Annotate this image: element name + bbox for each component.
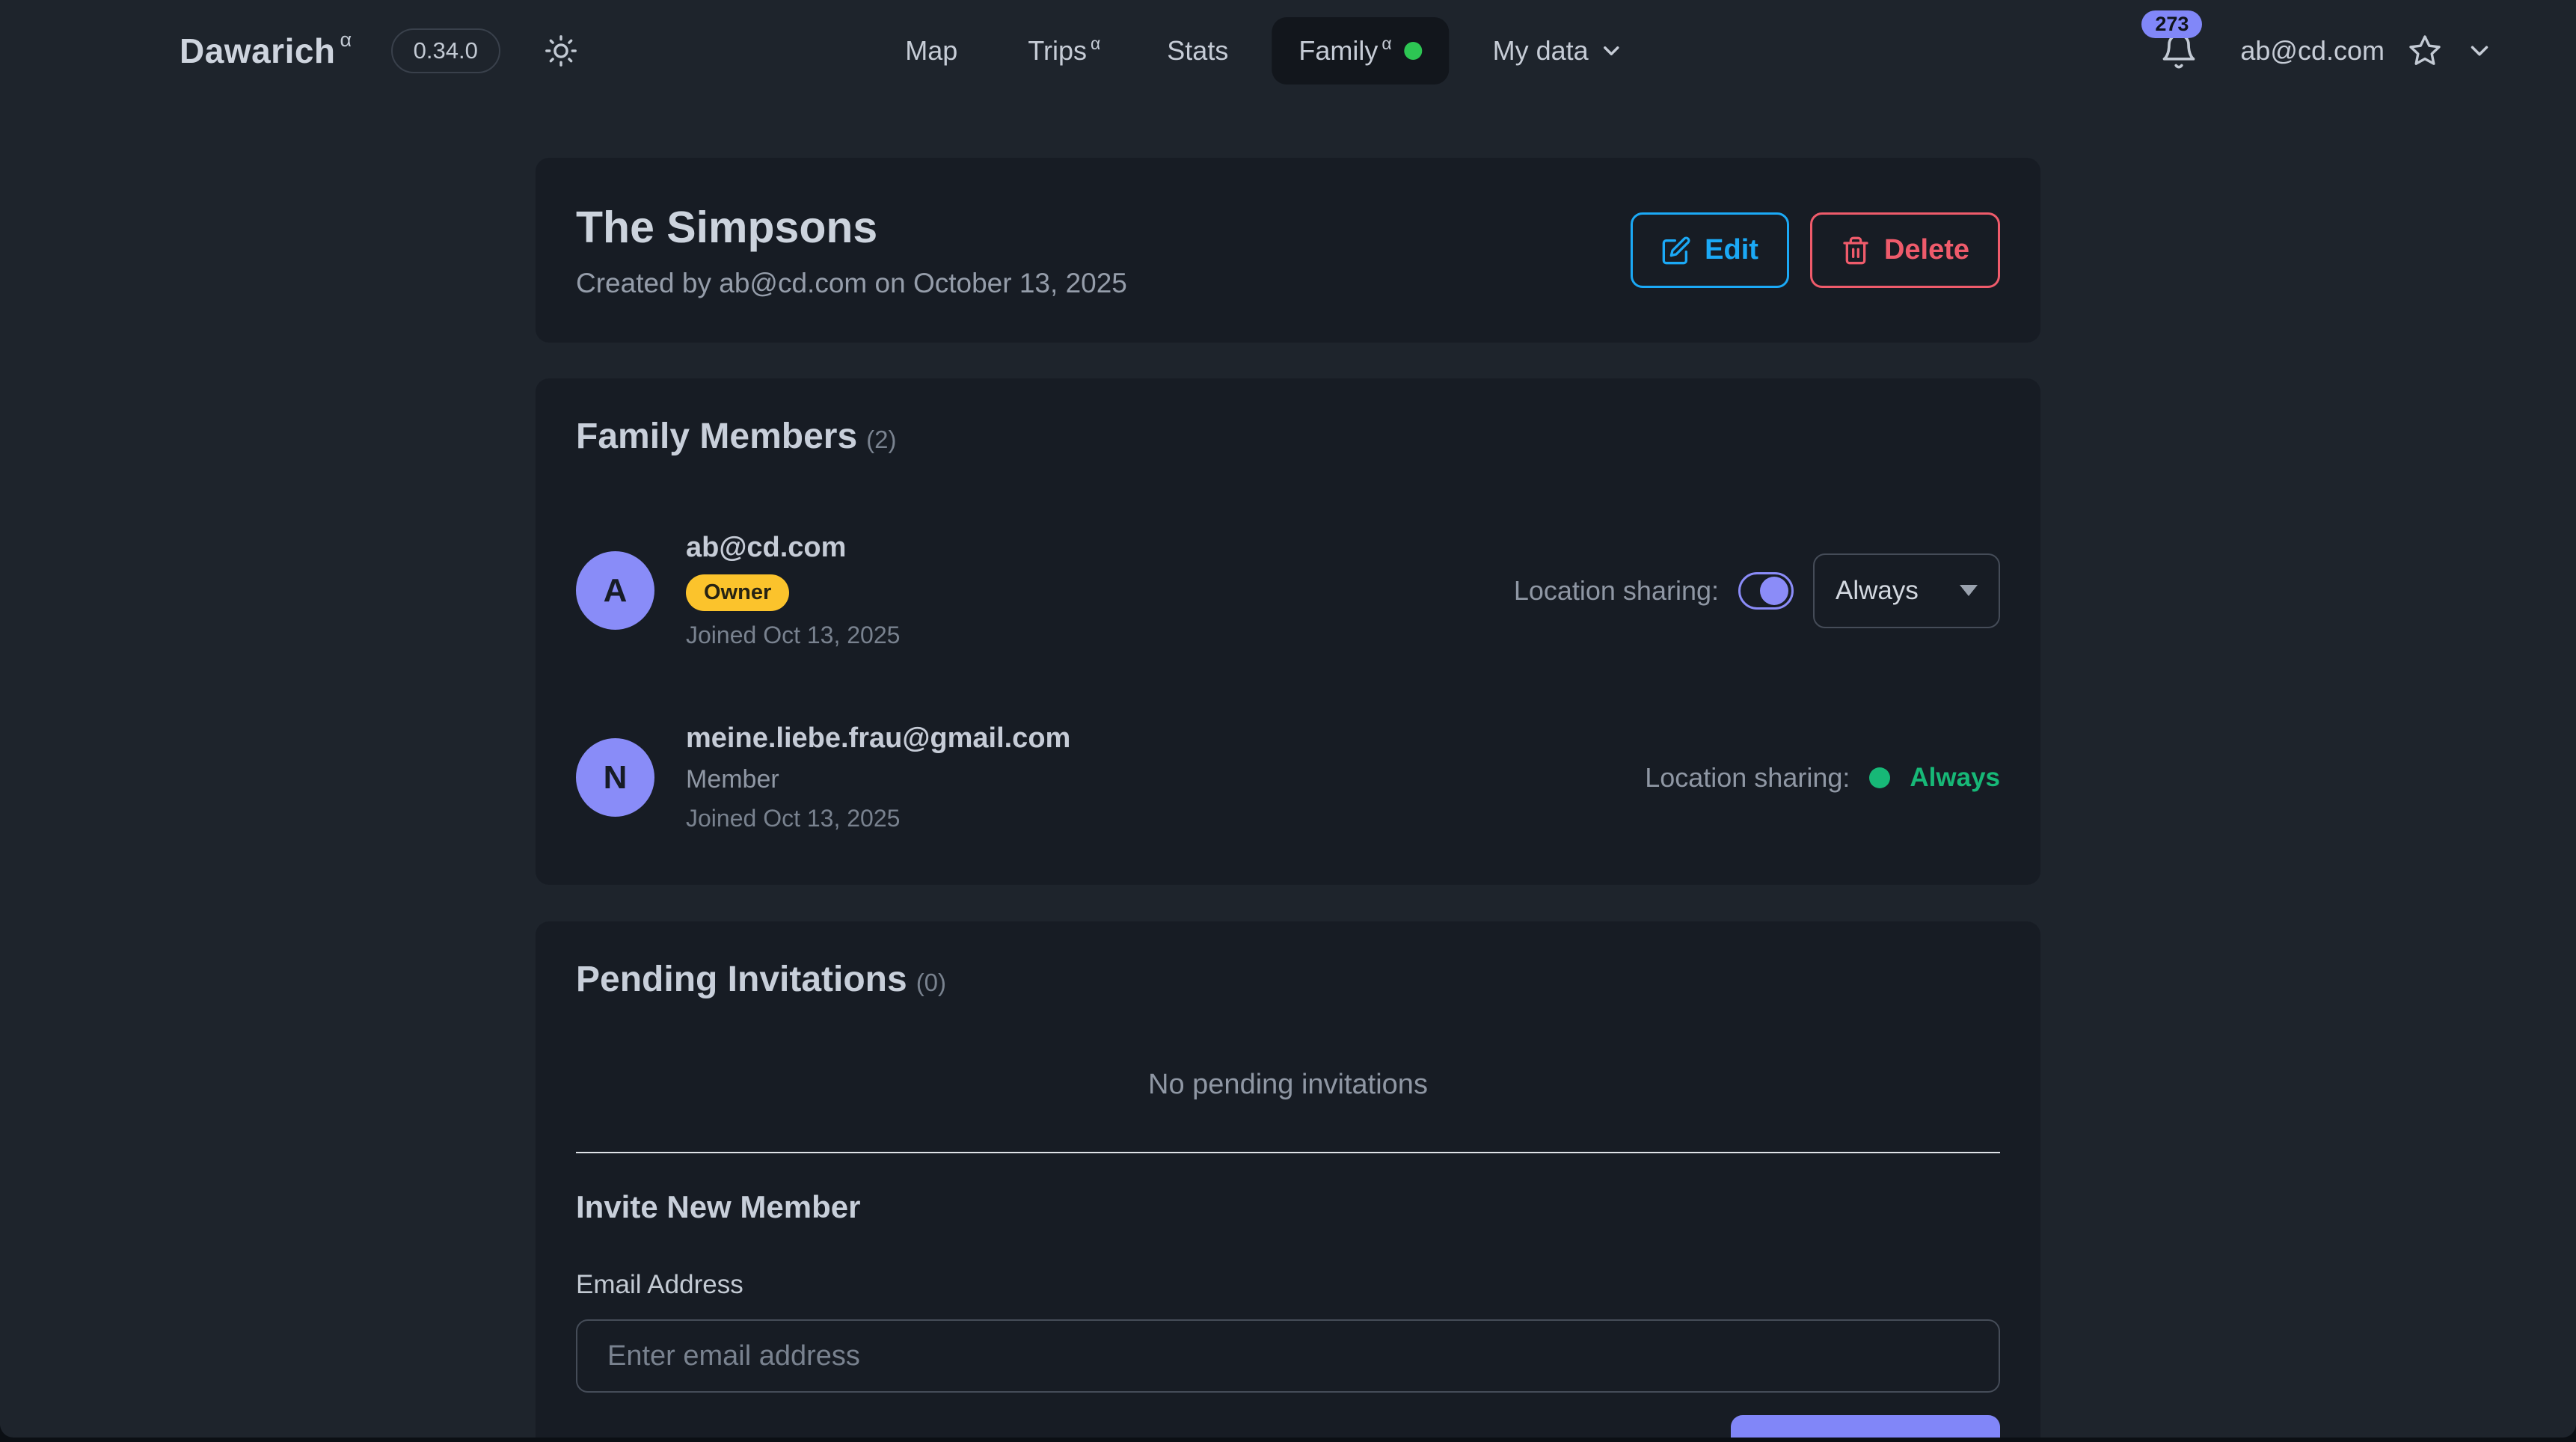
navbar: Dawarich α 0.34.0 Map xyxy=(0,0,2576,102)
chevron-down-icon xyxy=(2465,37,2494,65)
sharing-status-text: Always xyxy=(1910,762,2000,792)
alpha-superscript: α xyxy=(1381,33,1392,53)
trash-icon xyxy=(1841,236,1871,266)
family-members-card: Family Members (2) A ab@cd.com Owner Join… xyxy=(536,378,2040,885)
caret-down-icon xyxy=(1960,585,1978,596)
member-row: N meine.liebe.frau@gmail.com Member Join… xyxy=(576,722,2000,832)
family-members-heading-text: Family Members xyxy=(576,417,858,456)
email-field[interactable] xyxy=(576,1319,2000,1393)
sun-icon xyxy=(544,34,578,68)
toggle-knob xyxy=(1760,576,1788,605)
star-icon xyxy=(2407,33,2443,69)
location-sharing-label: Location sharing: xyxy=(1645,761,1850,793)
family-members-heading: Family Members (2) xyxy=(576,416,2000,457)
pending-invitations-heading: Pending Invitations (0) xyxy=(576,959,2000,1000)
pending-invitations-card: Pending Invitations (0) No pending invita… xyxy=(536,921,2040,1438)
delete-button[interactable]: Delete xyxy=(1809,212,2000,288)
nav-link-stats-label: Stats xyxy=(1167,35,1229,66)
family-group-card: The Simpsons Created by ab@cd.com on Oct… xyxy=(536,158,2040,343)
app-logo-text: Dawarich xyxy=(180,31,336,70)
sharing-frequency-value: Always xyxy=(1836,575,1919,605)
email-address-label: Email Address xyxy=(576,1270,743,1299)
send-invitation-button[interactable]: Send Invitation xyxy=(1730,1415,2000,1438)
member-email: meine.liebe.frau@gmail.com xyxy=(686,722,1071,754)
pending-invitations-heading-text: Pending Invitations xyxy=(576,960,907,999)
pending-invitations-count: (0) xyxy=(916,969,947,996)
edit-button-label: Edit xyxy=(1705,234,1758,266)
section-divider xyxy=(576,1152,2000,1153)
nav-link-my-data-label: My data xyxy=(1492,35,1589,66)
family-online-dot xyxy=(1404,42,1423,60)
family-members-count: (2) xyxy=(866,426,897,453)
alpha-superscript: α xyxy=(340,28,352,51)
location-sharing-label: Location sharing: xyxy=(1513,574,1719,606)
member-joined-date: Joined Oct 13, 2025 xyxy=(686,805,901,832)
owner-role-badge: Owner xyxy=(686,574,790,611)
delete-button-label: Delete xyxy=(1883,234,1969,266)
favorite-button[interactable] xyxy=(2407,33,2443,69)
location-sharing-toggle[interactable] xyxy=(1738,571,1794,610)
avatar: N xyxy=(576,738,654,817)
member-row: A ab@cd.com Owner Joined Oct 13, 2025 Lo… xyxy=(576,532,2000,649)
member-email: ab@cd.com xyxy=(686,532,847,563)
invite-new-member-heading: Invite New Member xyxy=(576,1189,861,1224)
nav-link-stats[interactable]: Stats xyxy=(1140,17,1255,85)
family-group-title: The Simpsons xyxy=(576,202,878,252)
nav-link-family[interactable]: Family α xyxy=(1272,17,1450,85)
edit-icon xyxy=(1661,236,1691,266)
nav-link-trips-label: Trips xyxy=(1028,35,1087,66)
alpha-superscript: α xyxy=(1090,33,1101,53)
nav-link-map-label: Map xyxy=(905,35,958,66)
theme-toggle-button[interactable] xyxy=(544,34,578,68)
nav-link-map[interactable]: Map xyxy=(878,17,984,85)
user-email: ab@cd.com xyxy=(2240,35,2385,66)
version-badge: 0.34.0 xyxy=(390,28,500,73)
family-group-subtitle: Created by ab@cd.com on October 13, 2025 xyxy=(576,267,1127,298)
sharing-frequency-select[interactable]: Always xyxy=(1813,553,2000,628)
edit-button[interactable]: Edit xyxy=(1631,212,1789,288)
chevron-down-icon xyxy=(1599,38,1625,64)
no-pending-invitations-text: No pending invitations xyxy=(1148,1069,1428,1100)
notifications-button[interactable]: 273 xyxy=(2141,10,2203,70)
nav-link-my-data[interactable]: My data xyxy=(1466,17,1652,85)
app-logo[interactable]: Dawarich α xyxy=(180,28,352,71)
user-menu-button[interactable] xyxy=(2465,37,2494,65)
main-content: The Simpsons Created by ab@cd.com on Oct… xyxy=(536,158,2040,1438)
member-joined-date: Joined Oct 13, 2025 xyxy=(686,622,901,648)
notifications-count-badge: 273 xyxy=(2141,10,2203,38)
sharing-status-dot xyxy=(1869,767,1891,788)
version-text: 0.34.0 xyxy=(413,37,478,64)
nav-link-trips[interactable]: Trips α xyxy=(1001,17,1123,85)
nav-link-family-label: Family xyxy=(1298,35,1379,66)
avatar: A xyxy=(576,551,654,630)
member-role: Member xyxy=(686,765,779,794)
family-group-info: The Simpsons Created by ab@cd.com on Oct… xyxy=(576,202,1127,299)
